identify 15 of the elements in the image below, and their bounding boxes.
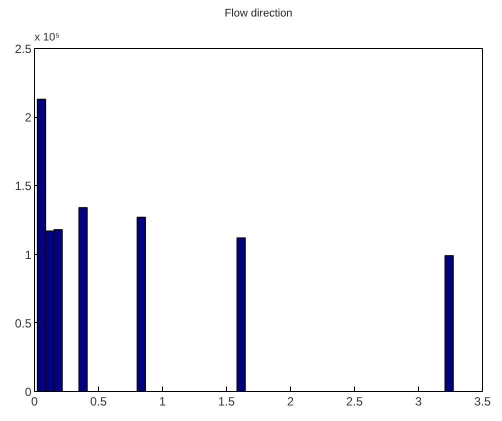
text: x 10⁵ [34, 32, 60, 44]
x-tick-label: 0.5 [90, 394, 108, 408]
x-tick-label: 3.5 [474, 394, 492, 408]
x-tick-label: 2 [287, 394, 294, 408]
y-tick-label: 0.5 [14, 316, 32, 330]
y-tick-label: 2 [24, 110, 32, 125]
y-tick-label: 0 [24, 385, 32, 399]
y-tick-label: 1 [24, 248, 32, 262]
x-tick-label: 2.5 [346, 394, 364, 408]
chart-title: Flow direction [224, 8, 292, 20]
y-tick-label: 1.5 [14, 179, 32, 194]
x-tick-label: 1.5 [218, 394, 236, 408]
x-tick-label: 3 [415, 394, 422, 408]
x-tick-label: 1 [159, 394, 166, 408]
y-tick-label: 2.5 [14, 42, 32, 56]
